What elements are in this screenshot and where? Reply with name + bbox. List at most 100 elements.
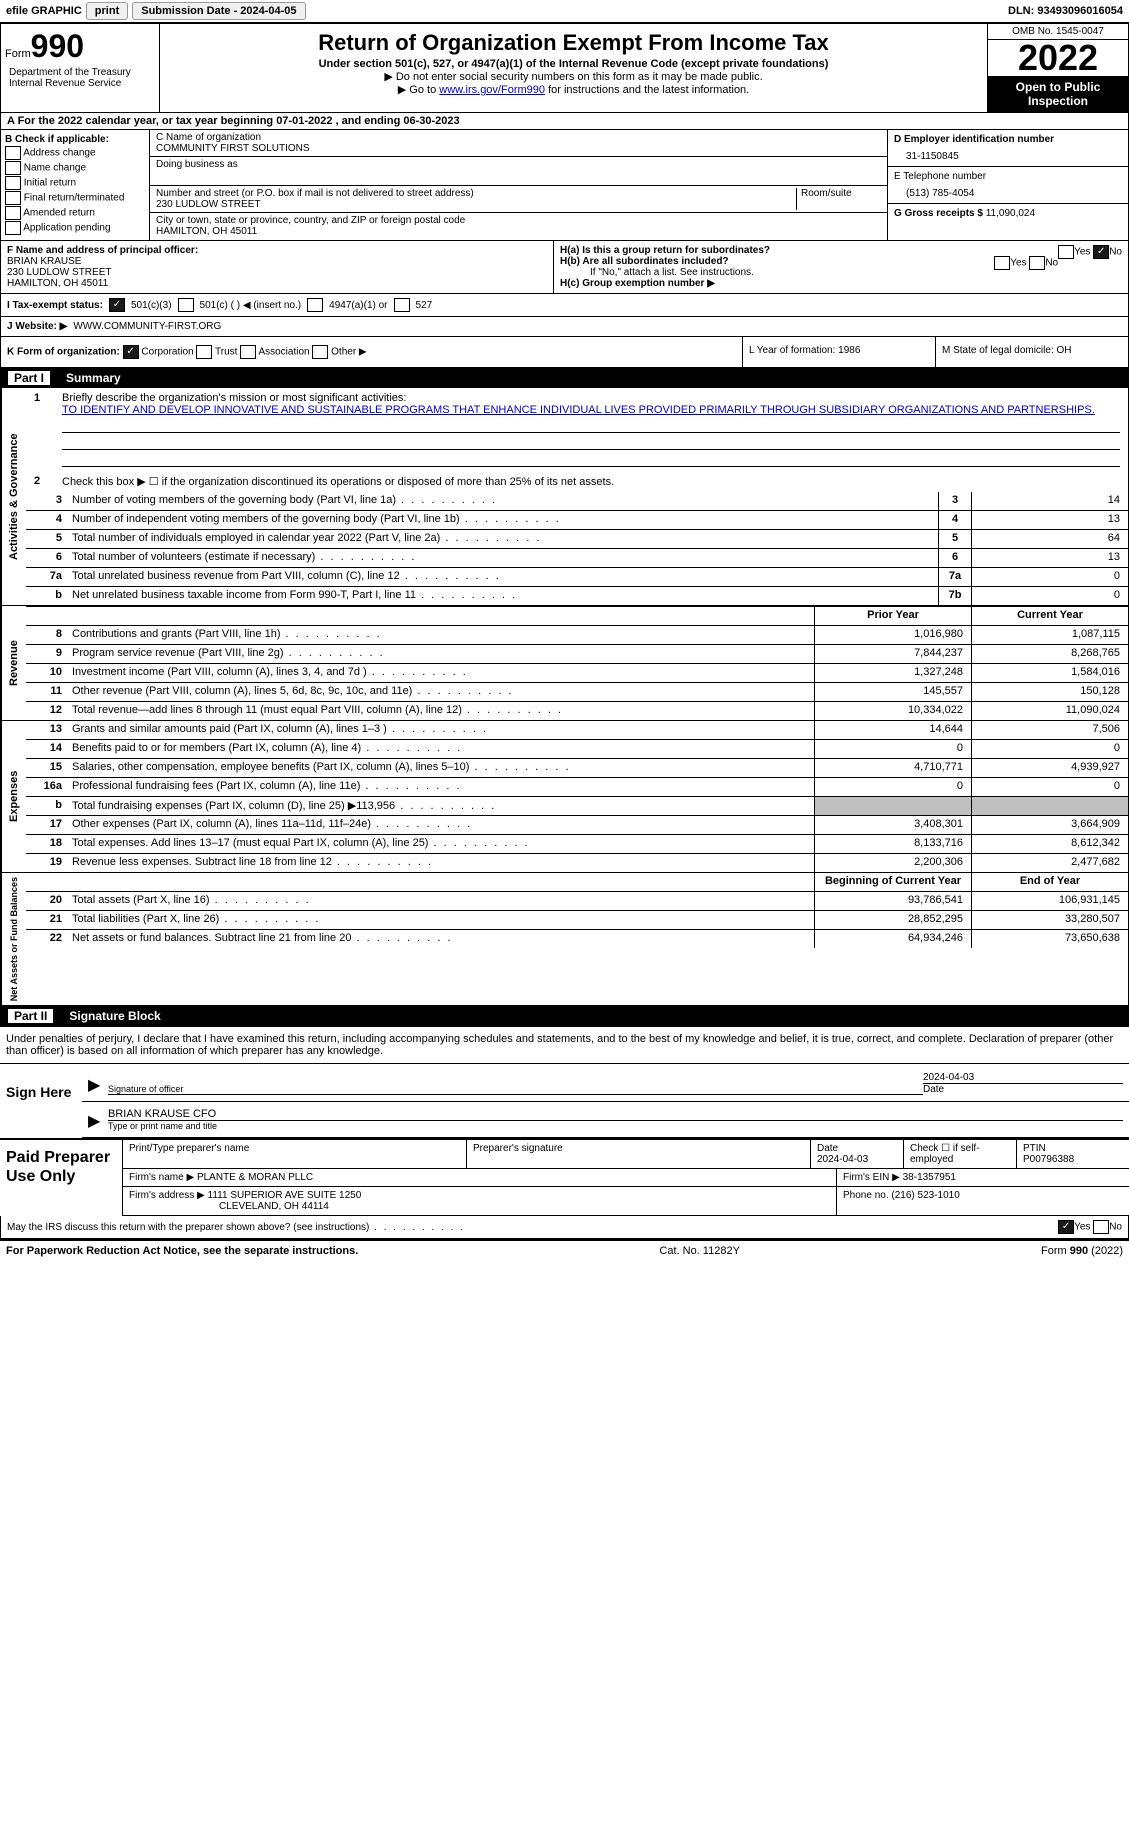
form-number: 990 xyxy=(31,28,84,64)
table-row: 8Contributions and grants (Part VIII, li… xyxy=(26,626,1128,645)
table-row: 10Investment income (Part VIII, column (… xyxy=(26,664,1128,683)
check-4947[interactable] xyxy=(307,298,323,312)
firm-phone: (216) 523-1010 xyxy=(891,1190,959,1201)
boy-header: Beginning of Current Year xyxy=(814,873,971,891)
ha-no[interactable] xyxy=(1093,245,1109,259)
form-ref: Form 990 (2022) xyxy=(1041,1245,1123,1257)
website-row: J Website: ▶ WWW.COMMUNITY-FIRST.ORG xyxy=(0,317,1129,337)
street-value: 230 LUDLOW STREET xyxy=(156,199,796,210)
ha-yes[interactable] xyxy=(1058,245,1074,259)
paid-preparer-label: Paid Preparer Use Only xyxy=(0,1140,122,1216)
self-employed-check[interactable]: Check ☐ if self-employed xyxy=(904,1140,1017,1168)
hc-label: H(c) Group exemption number ▶ xyxy=(560,278,715,289)
goto-post: for instructions and the latest informat… xyxy=(545,84,749,96)
phone-value: (513) 785-4054 xyxy=(894,182,1122,199)
tax-status-row: I Tax-exempt status: 501(c)(3) 501(c) ( … xyxy=(0,294,1129,317)
submission-date-button[interactable]: Submission Date - 2024-04-05 xyxy=(132,2,305,20)
check-address[interactable]: Address change xyxy=(5,146,145,160)
signer-name: BRIAN KRAUSE CFO xyxy=(108,1108,1123,1121)
ptin-value: P00796388 xyxy=(1023,1154,1074,1165)
ssn-note: ▶ Do not enter social security numbers o… xyxy=(164,70,983,83)
city-value: HAMILTON, OH 45011 xyxy=(156,226,881,237)
gross-value: 11,090,024 xyxy=(986,208,1035,219)
officer-addr2: HAMILTON, OH 45011 xyxy=(7,278,108,289)
check-501c3[interactable] xyxy=(109,298,125,312)
hb-no[interactable] xyxy=(1029,256,1045,270)
print-button[interactable]: print xyxy=(86,2,128,20)
hb-yes[interactable] xyxy=(994,256,1010,270)
prep-sig-label: Preparer's signature xyxy=(473,1143,563,1154)
form-subtitle: Under section 501(c), 527, or 4947(a)(1)… xyxy=(164,58,983,70)
side-expenses: Expenses xyxy=(1,721,26,872)
discuss-label: May the IRS discuss this return with the… xyxy=(7,1222,465,1233)
summary-netassets: Net Assets or Fund Balances Beginning of… xyxy=(0,873,1129,1006)
current-year-header: Current Year xyxy=(971,607,1128,625)
check-name[interactable]: Name change xyxy=(5,161,145,175)
table-row: 18Total expenses. Add lines 13–17 (must … xyxy=(26,835,1128,854)
dln-label: DLN: 93493096016054 xyxy=(1008,5,1123,17)
website-url: WWW.COMMUNITY-FIRST.ORG xyxy=(73,321,221,332)
firm-ein: 38-1357951 xyxy=(903,1172,956,1183)
form-prefix: Form xyxy=(5,48,31,60)
check-final[interactable]: Final return/terminated xyxy=(5,191,145,205)
table-row: 19Revenue less expenses. Subtract line 1… xyxy=(26,854,1128,872)
table-row: 16aProfessional fundraising fees (Part I… xyxy=(26,778,1128,797)
section-d: D Employer identification number 31-1150… xyxy=(887,130,1128,240)
table-row: 7aTotal unrelated business revenue from … xyxy=(26,568,1128,587)
table-row: 20Total assets (Part X, line 16)93,786,5… xyxy=(26,892,1128,911)
goto-note: ▶ Go to www.irs.gov/Form990 for instruct… xyxy=(164,83,983,96)
table-row: 12Total revenue—add lines 8 through 11 (… xyxy=(26,702,1128,720)
efile-label: efile GRAPHIC xyxy=(6,5,82,17)
part2-name: Signature Block xyxy=(69,1009,160,1023)
discuss-no[interactable] xyxy=(1093,1220,1109,1234)
gross-label: G Gross receipts $ xyxy=(894,208,983,219)
check-527[interactable] xyxy=(394,298,410,312)
open-to-public: Open to Public Inspection xyxy=(988,76,1128,112)
check-other[interactable] xyxy=(312,345,328,359)
tax-year: 2022 xyxy=(988,40,1128,76)
check-pending[interactable]: Application pending xyxy=(5,221,145,235)
officer-addr1: 230 LUDLOW STREET xyxy=(7,267,111,278)
goto-pre: ▶ Go to xyxy=(398,84,439,96)
state-domicile: M State of legal domicile: OH xyxy=(936,337,1128,367)
firm-addr1: 1111 SUPERIOR AVE SUITE 1250 xyxy=(208,1190,362,1201)
table-row: 15Salaries, other compensation, employee… xyxy=(26,759,1128,778)
street-label: Number and street (or P.O. box if mail i… xyxy=(156,188,796,199)
officer-label: F Name and address of principal officer: xyxy=(7,245,198,256)
check-corp[interactable] xyxy=(123,345,139,359)
irs-link[interactable]: www.irs.gov/Form990 xyxy=(439,84,545,96)
table-row: 13Grants and similar amounts paid (Part … xyxy=(26,721,1128,740)
website-label: J Website: ▶ xyxy=(7,321,67,332)
q2-num: 2 xyxy=(34,475,54,488)
check-assoc[interactable] xyxy=(240,345,256,359)
section-k: K Form of organization: Corporation Trus… xyxy=(1,337,743,367)
section-c: C Name of organization COMMUNITY FIRST S… xyxy=(150,130,887,240)
room-label: Room/suite xyxy=(796,188,881,210)
prior-year-header: Prior Year xyxy=(814,607,971,625)
top-bar: efile GRAPHIC print Submission Date - 20… xyxy=(0,0,1129,23)
part1-header: Part I Summary xyxy=(0,368,1129,388)
ein-label: D Employer identification number xyxy=(894,134,1054,145)
part2-header: Part II Signature Block xyxy=(0,1006,1129,1026)
paperwork-notice: For Paperwork Reduction Act Notice, see … xyxy=(6,1245,358,1257)
calendar-year-row: A For the 2022 calendar year, or tax yea… xyxy=(0,113,1129,130)
table-row: bNet unrelated business taxable income f… xyxy=(26,587,1128,605)
identity-grid: B Check if applicable: Address change Na… xyxy=(0,130,1129,241)
check-initial[interactable]: Initial return xyxy=(5,176,145,190)
form-title: Return of Organization Exempt From Incom… xyxy=(164,30,983,56)
check-trust[interactable] xyxy=(196,345,212,359)
discuss-yes[interactable] xyxy=(1058,1220,1074,1234)
table-row: bTotal fundraising expenses (Part IX, co… xyxy=(26,797,1128,816)
side-governance: Activities & Governance xyxy=(1,388,26,605)
part2-label: Part II xyxy=(8,1009,53,1023)
paid-preparer-block: Paid Preparer Use Only Print/Type prepar… xyxy=(0,1138,1129,1216)
ein-value: 31-1150845 xyxy=(894,145,1122,162)
firm-name: PLANTE & MORAN PLLC xyxy=(197,1172,313,1183)
check-501c[interactable] xyxy=(178,298,194,312)
dba-label: Doing business as xyxy=(156,159,238,183)
section-f: F Name and address of principal officer:… xyxy=(1,241,554,293)
officer-name: BRIAN KRAUSE xyxy=(7,256,81,267)
org-name-label: C Name of organization xyxy=(156,132,881,143)
summary-expenses: Expenses 13Grants and similar amounts pa… xyxy=(0,721,1129,873)
check-amended[interactable]: Amended return xyxy=(5,206,145,220)
